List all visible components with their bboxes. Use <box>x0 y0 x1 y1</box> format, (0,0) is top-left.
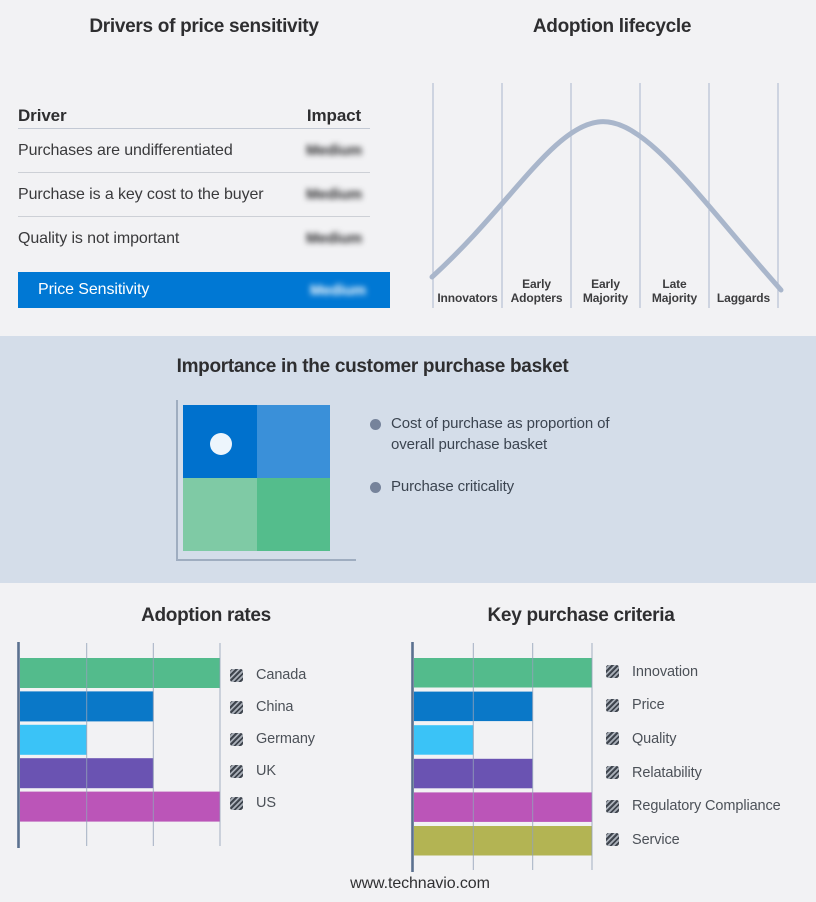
legend-label: Canada <box>256 667 307 683</box>
legend-label: Regulatory Compliance <box>632 798 781 815</box>
legend-label: Relatability <box>632 764 702 781</box>
hatched-swatch-icon <box>230 700 243 714</box>
quadrant-top-left <box>183 405 257 478</box>
stage-label: Early Adopters <box>510 277 563 306</box>
quadrant-x-axis <box>176 559 356 561</box>
legend-item: Innovation <box>606 655 781 689</box>
bar-quality <box>414 725 474 755</box>
legend-item: UK <box>230 755 315 787</box>
hatched-swatch-icon <box>606 698 619 712</box>
stage-label: Late Majority <box>651 277 698 306</box>
quadrant-top-right <box>256 405 330 478</box>
driver-cell: Quality is not important <box>18 229 180 247</box>
hatched-swatch-icon <box>230 796 243 810</box>
quadrant-marker-dot <box>210 433 232 455</box>
stage-label: Early Majority <box>582 277 629 306</box>
hatched-swatch-icon <box>230 668 243 682</box>
key-purchase-criteria-legend: Innovation Price Quality Relatability Regula… <box>606 655 781 857</box>
legend-label: Service <box>632 831 680 848</box>
legend-item: China <box>230 691 315 723</box>
driver-cell: Purchase is a key cost to the buyer <box>18 185 264 203</box>
adoption-rates-legend: Canada China Germany UK US <box>230 659 315 819</box>
lifecycle-stage-labels: Innovators Early Adopters Early Majority… <box>420 276 792 306</box>
bullet-icon <box>370 419 381 430</box>
table-row: Purchases are undifferentiated Medium <box>18 129 370 173</box>
column-header-impact: Impact <box>306 106 362 125</box>
hatched-swatch-icon <box>606 833 619 847</box>
footer-link[interactable]: www.technavio.com <box>350 875 490 892</box>
legend-item: US <box>230 787 315 819</box>
legend-item: Relatability <box>606 756 781 790</box>
impact-cell-blurred: Medium <box>305 142 363 159</box>
bullet-text: Purchase criticality <box>391 478 515 496</box>
legend-label: Quality <box>632 730 677 747</box>
table-row: Quality is not important Medium <box>18 217 370 260</box>
legend-label: Price <box>632 697 665 714</box>
legend-item: Regulatory Compliance <box>606 789 781 823</box>
bullet-text: Cost of purchase as proportion of overal… <box>391 415 610 453</box>
key-purchase-criteria-chart <box>411 642 593 872</box>
legend-item: Canada <box>230 659 315 691</box>
hatched-swatch-icon <box>606 732 619 746</box>
legend-label: Innovation <box>632 663 698 680</box>
bullet-icon <box>370 482 381 494</box>
purchase-basket-quadrant <box>183 405 330 551</box>
legend-label: US <box>256 795 276 811</box>
lifecycle-title: Adoption lifecycle <box>532 16 692 37</box>
hatched-swatch-icon <box>230 732 243 746</box>
driver-cell: Purchases are undifferentiated <box>18 141 233 159</box>
hatched-swatch-icon <box>606 665 619 679</box>
hatched-swatch-icon <box>606 766 619 780</box>
column-header-driver: Driver <box>18 106 67 125</box>
bar-canada <box>20 658 220 688</box>
hatched-swatch-icon <box>230 764 243 778</box>
adoption-lifecycle-chart <box>429 83 784 308</box>
purchase-basket-band <box>0 336 816 583</box>
legend-item: Germany <box>230 723 315 755</box>
purchase-basket-title: Importance in the customer purchase bask… <box>176 356 569 377</box>
quadrant-bottom-right <box>256 478 330 551</box>
bullet-item: Cost of purchase as proportion of overal… <box>370 414 640 455</box>
drivers-table-header: Driver Impact <box>18 90 370 129</box>
quadrant-y-axis <box>176 400 178 560</box>
hatched-swatch-icon <box>606 799 619 813</box>
bar-regulatory-compliance <box>414 792 592 822</box>
bar-us <box>20 791 220 822</box>
adoption-rates-chart <box>17 642 221 848</box>
impact-cell-blurred: Medium <box>305 186 363 203</box>
impact-cell-blurred: Medium <box>305 230 363 247</box>
legend-label: UK <box>256 763 276 779</box>
legend-item: Price <box>606 689 781 723</box>
legend-item: Quality <box>606 722 781 756</box>
bullet-item: Purchase criticality <box>370 477 640 498</box>
key-purchase-criteria-title: Key purchase criteria <box>487 605 675 626</box>
purchase-basket-bullets: Cost of purchase as proportion of overal… <box>370 414 640 520</box>
legend-item: Service <box>606 823 781 857</box>
legend-label: China <box>256 699 294 715</box>
stage-label: Innovators <box>437 291 498 306</box>
impact-cell-blurred: Medium <box>309 281 367 299</box>
price-sensitivity-label: Price Sensitivity <box>38 281 150 298</box>
table-row: Purchase is a key cost to the buyer Medi… <box>18 173 370 217</box>
bar-germany <box>20 724 87 755</box>
price-sensitivity-highlight-row: Price Sensitivity Medium <box>18 272 390 308</box>
quadrant-bottom-left <box>183 478 257 551</box>
bar-innovation <box>414 658 592 688</box>
lifecycle-gridlines <box>432 83 779 308</box>
legend-label: Germany <box>256 731 315 747</box>
drivers-table: Driver Impact Purchases are undifferenti… <box>18 90 370 260</box>
adoption-rates-title: Adoption rates <box>141 605 271 626</box>
drivers-table-title: Drivers of price sensitivity <box>89 16 319 37</box>
bar-service <box>414 826 592 856</box>
bell-curve <box>429 119 784 293</box>
stage-label: Laggards <box>716 291 771 306</box>
